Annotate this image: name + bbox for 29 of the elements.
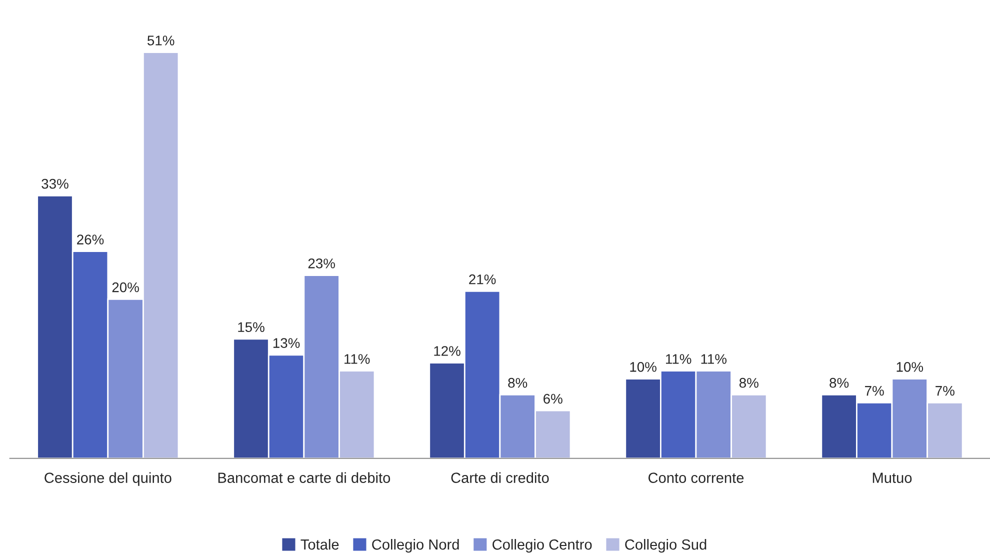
data-label: 8% — [739, 378, 758, 388]
data-label: 8% — [830, 378, 849, 388]
data-label: 15% — [238, 322, 264, 332]
data-label: 26% — [77, 234, 104, 244]
x-tick-label: Mutuo — [872, 472, 912, 483]
legend-label: Collegio Sud — [625, 538, 706, 553]
data-label: 33% — [42, 178, 68, 189]
data-label: 20% — [112, 282, 139, 292]
x-tick-label: Carte di credito — [451, 472, 549, 483]
data-label: 21% — [469, 274, 496, 284]
x-tick-label: Conto corrente — [648, 472, 744, 483]
data-label: 11% — [344, 354, 370, 364]
legend-label: Collegio Centro — [492, 538, 592, 553]
data-label: 11% — [701, 354, 727, 364]
data-label: 7% — [865, 386, 884, 396]
x-tick-label: Bancomat e carte di debito — [218, 472, 390, 483]
data-label: 10% — [630, 362, 656, 372]
data-label: 23% — [308, 258, 335, 268]
data-label: 13% — [273, 338, 300, 348]
data-label: 12% — [434, 346, 460, 356]
data-label: 51% — [147, 36, 174, 46]
legend-label: Collegio Nord — [372, 538, 459, 553]
data-label: 11% — [666, 354, 692, 364]
data-label: 10% — [896, 362, 924, 372]
data-label: 7% — [936, 386, 954, 396]
data-label: 6% — [544, 394, 562, 404]
x-tick-label: Cessione del quinto — [44, 472, 172, 486]
legend-label: Totale — [300, 538, 339, 550]
data-label: 8% — [508, 378, 528, 388]
